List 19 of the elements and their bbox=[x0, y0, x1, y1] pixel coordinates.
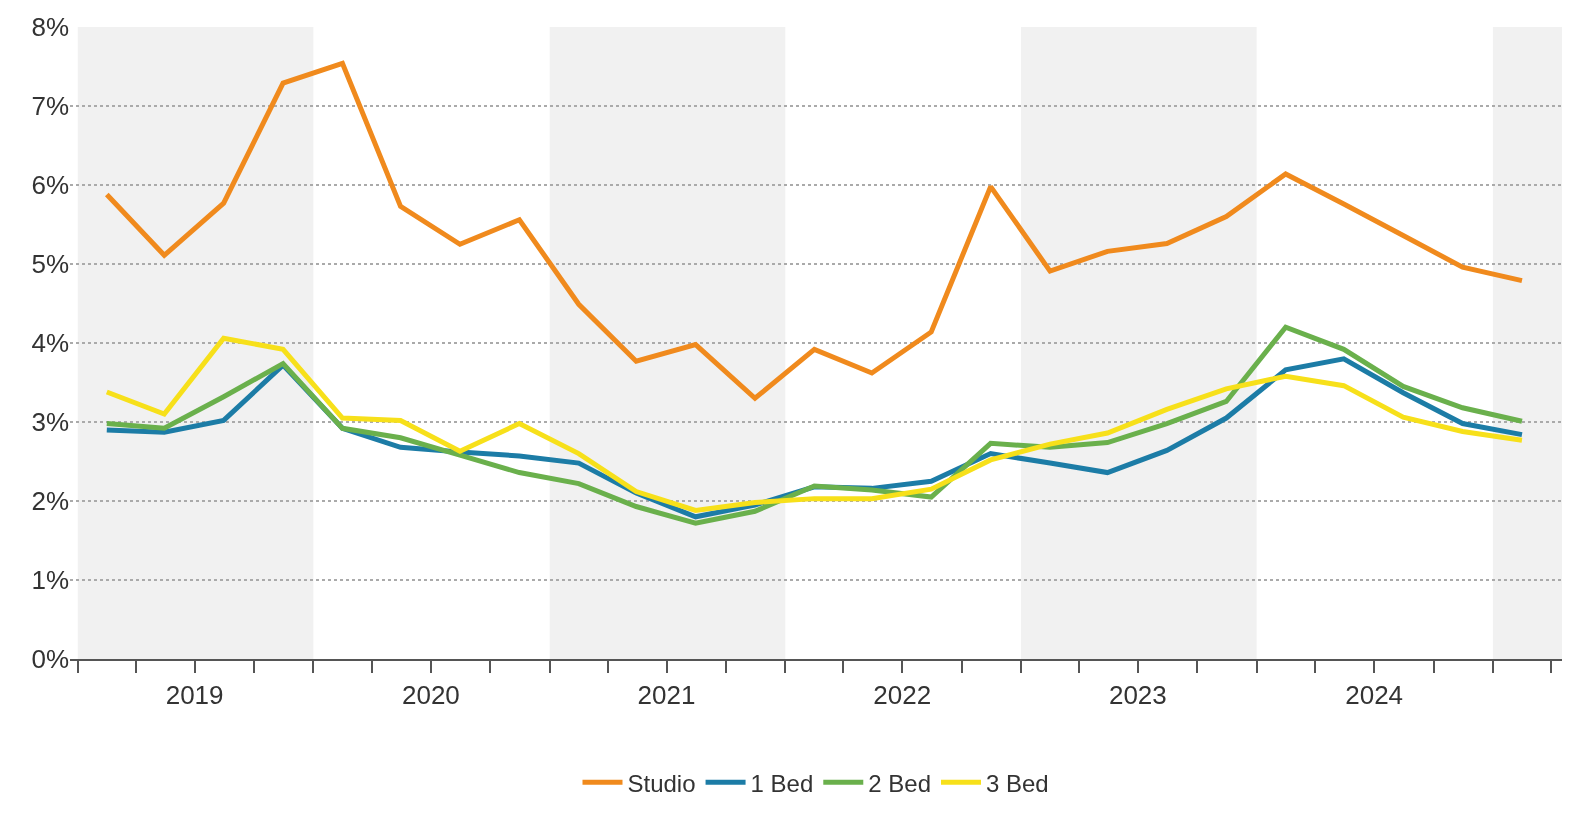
x-tick-label: 2023 bbox=[1108, 680, 1167, 711]
legend-label: 3 Bed bbox=[986, 769, 1049, 797]
y-tick-label: 1% bbox=[31, 565, 69, 596]
x-tick-label: 2022 bbox=[873, 680, 932, 711]
x-tick-label: 2024 bbox=[1345, 680, 1404, 711]
y-tick-label: 6% bbox=[31, 170, 69, 201]
y-tick-label: 0% bbox=[31, 644, 69, 675]
legend-label: Studio bbox=[627, 769, 696, 797]
y-tick-label: 7% bbox=[31, 91, 69, 122]
legend-label: 1 Bed bbox=[750, 769, 814, 797]
x-tick-label: 2020 bbox=[401, 680, 460, 711]
y-tick-label: 8% bbox=[31, 12, 69, 43]
y-tick-label: 3% bbox=[31, 407, 69, 438]
x-tick-label: 2019 bbox=[165, 680, 224, 711]
legend-label: 2 Bed bbox=[868, 769, 931, 797]
y-tick-label: 4% bbox=[31, 328, 69, 359]
x-tick-label: 2021 bbox=[637, 680, 696, 711]
y-tick-label: 2% bbox=[31, 486, 69, 517]
y-tick-label: 5% bbox=[31, 249, 69, 280]
